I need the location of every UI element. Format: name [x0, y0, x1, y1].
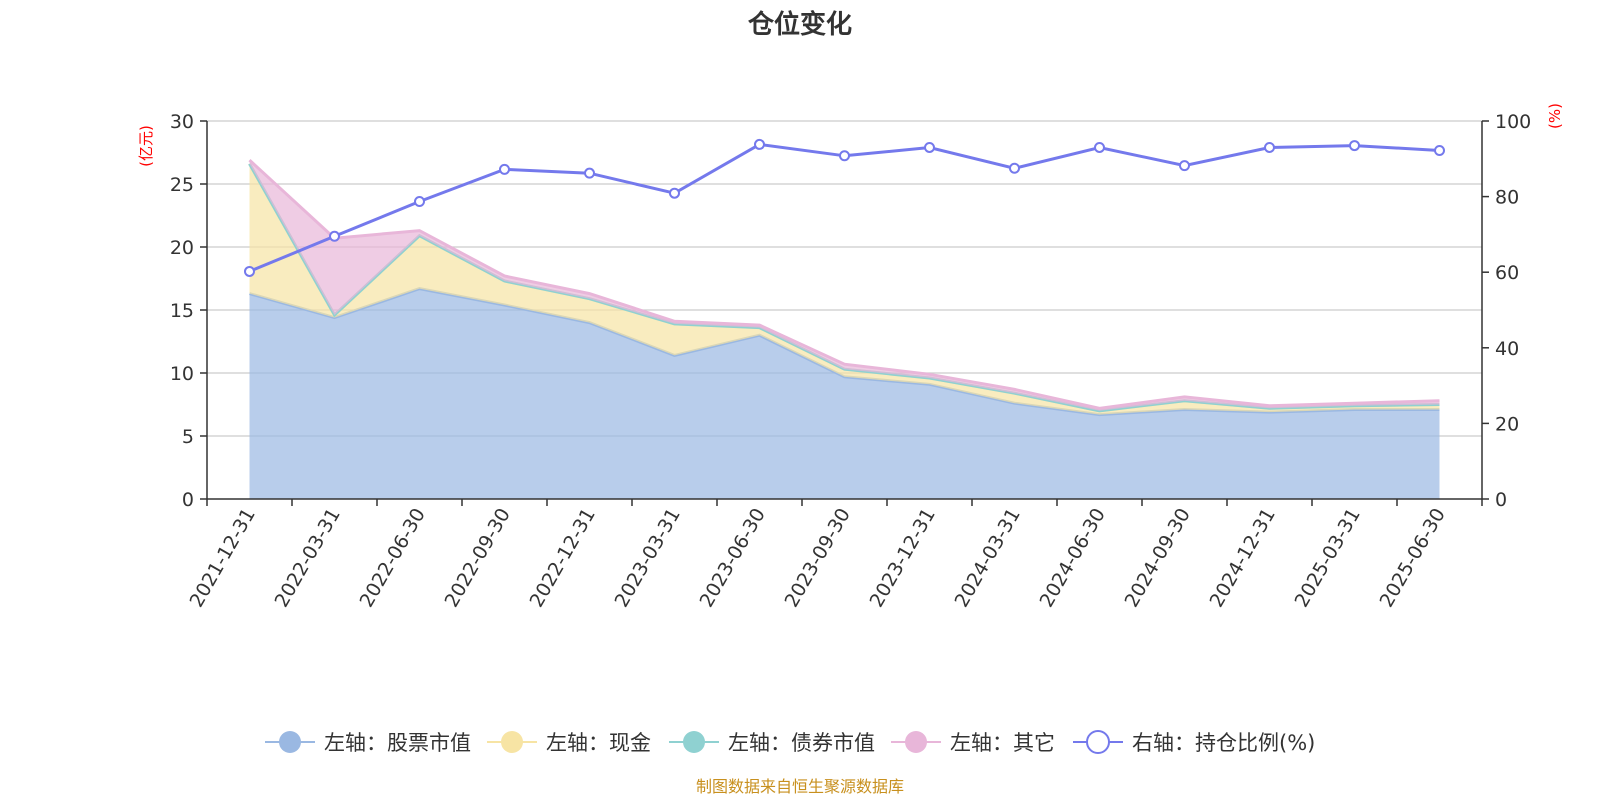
- x-axis-tick-label: 2023-12-31: [866, 505, 940, 612]
- legend-marker: [905, 731, 927, 753]
- x-axis-tick-label: 2025-03-31: [1291, 505, 1365, 612]
- legend-label: 左轴：股票市值: [324, 731, 471, 755]
- legend-label: 左轴：现金: [546, 731, 651, 755]
- legend-marker: [683, 731, 705, 753]
- legend-item-左轴：现金[interactable]: 左轴：现金: [487, 731, 651, 755]
- position-ratio-point: [754, 138, 765, 150]
- left-axis-tick-label: 20: [170, 237, 194, 259]
- x-axis-tick-label: 2023-09-30: [781, 505, 855, 612]
- x-axis-tick-label: 2023-03-31: [611, 505, 685, 612]
- x-axis-tick-label: 2024-12-31: [1206, 505, 1280, 612]
- x-axis-tick-label: 2024-09-30: [1121, 505, 1195, 612]
- legend-item-右轴：持仓比例(%)[interactable]: 右轴：持仓比例(%): [1073, 730, 1315, 755]
- position-ratio-point: [924, 141, 935, 153]
- right-axis-tick-label: 20: [1495, 413, 1519, 435]
- position-ratio-point: [669, 187, 680, 199]
- left-axis-tick-label: 30: [170, 111, 194, 133]
- right-axis-unit: (%): [1546, 103, 1564, 129]
- position-ratio-line: [244, 138, 1445, 277]
- left-axis-tick-label: 0: [182, 489, 194, 511]
- left-axis-unit: (亿元): [137, 125, 155, 167]
- legend-label: 左轴：债券市值: [728, 731, 875, 755]
- legend-marker: [1086, 730, 1110, 754]
- legend-item-左轴：其它[interactable]: 左轴：其它: [891, 731, 1055, 755]
- position-ratio-point: [414, 196, 425, 208]
- legend-marker: [501, 731, 523, 753]
- x-axis-tick-label: 2021-12-31: [186, 505, 260, 612]
- x-axis-tick-label: 2022-06-30: [356, 505, 430, 612]
- position-ratio-point: [1009, 162, 1020, 174]
- stacked-areas: [248, 158, 1440, 499]
- right-axis-tick-label: 80: [1495, 187, 1519, 209]
- legend-item-左轴：债券市值[interactable]: 左轴：债券市值: [669, 731, 875, 755]
- right-axis-tick-label: 100: [1495, 111, 1531, 133]
- position-ratio-point: [499, 163, 510, 175]
- area-edge-左轴：其它: [248, 158, 1440, 410]
- legend-item-左轴：股票市值[interactable]: 左轴：股票市值: [265, 731, 471, 755]
- position-ratio-point: [1264, 141, 1275, 153]
- right-axis-tick-label: 0: [1495, 489, 1507, 511]
- position-ratio-point: [1179, 160, 1190, 172]
- position-ratio-point: [244, 265, 255, 277]
- legend-label: 右轴：持仓比例(%): [1132, 731, 1315, 755]
- x-axis-tick-label: 2022-03-31: [271, 505, 345, 612]
- x-axis-tick-label: 2022-09-30: [441, 505, 515, 612]
- x-axis-tick-label: 2022-12-31: [526, 505, 600, 612]
- legend-label: 左轴：其它: [950, 731, 1055, 755]
- area-左轴：股票市值: [249, 288, 1440, 499]
- position-ratio-point: [1434, 144, 1445, 156]
- x-axis-tick-label: 2025-06-30: [1376, 505, 1450, 612]
- position-ratio-point: [839, 150, 850, 162]
- x-axis-tick-label: 2024-03-31: [951, 505, 1025, 612]
- position-ratio-point: [1094, 141, 1105, 153]
- left-axis-tick-label: 10: [170, 363, 194, 385]
- left-axis-tick-label: 25: [170, 174, 194, 196]
- legend-marker: [279, 731, 301, 753]
- x-axis-tick-label: 2024-06-30: [1036, 505, 1110, 612]
- right-axis-tick-label: 60: [1495, 262, 1519, 284]
- area-左轴：现金: [249, 163, 1440, 415]
- chart-title: 仓位变化: [747, 9, 852, 40]
- left-axis-tick-label: 5: [182, 426, 194, 448]
- position-ratio-point: [329, 230, 340, 242]
- x-axis-tick-label: 2023-06-30: [696, 505, 770, 612]
- legend[interactable]: 左轴：股票市值 左轴：现金 左轴：债券市值 左轴：其它 右轴：持仓比例(%): [265, 730, 1315, 755]
- right-axis-tick-label: 40: [1495, 338, 1519, 360]
- position-ratio-point: [1349, 140, 1360, 152]
- data-source-note: 制图数据来自恒生聚源数据库: [696, 777, 904, 796]
- left-axis-tick-label: 15: [170, 300, 194, 322]
- position-ratio-point: [584, 167, 595, 179]
